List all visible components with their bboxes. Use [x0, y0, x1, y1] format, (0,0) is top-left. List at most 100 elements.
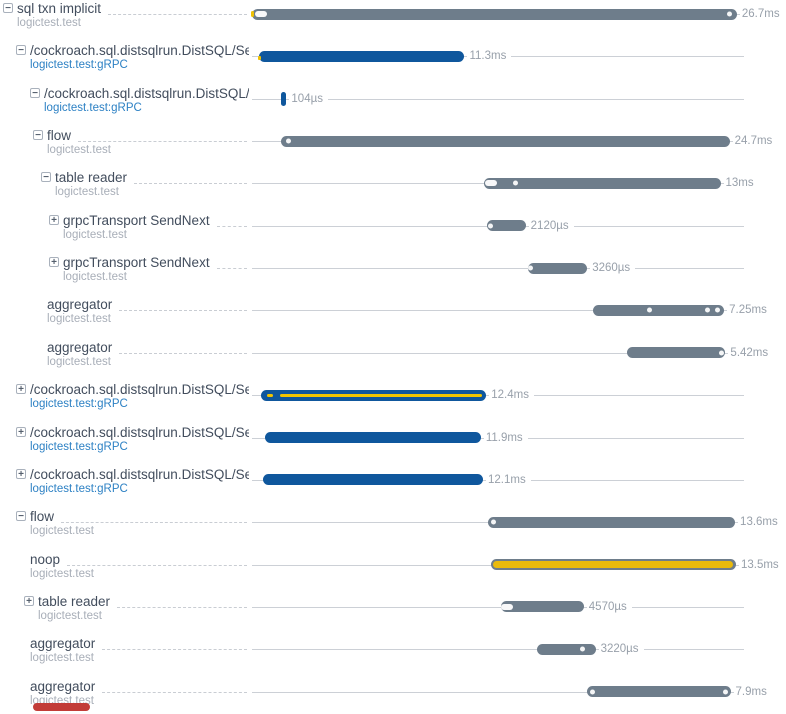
log-event-marker[interactable] — [589, 689, 595, 695]
timeline-line — [252, 352, 744, 354]
span-row[interactable]: + /cockroach.sql.distsqlrun.DistSQL/Set … — [0, 383, 786, 413]
span-bar[interactable] — [281, 91, 287, 106]
span-row[interactable]: + grpcTransport SendNext logictest.test … — [0, 256, 786, 286]
span-bar[interactable] — [490, 559, 736, 571]
log-event-marker[interactable] — [719, 350, 725, 356]
leader-dashed-line — [78, 141, 247, 143]
span-service: logictest.test — [47, 144, 111, 157]
log-event-marker[interactable] — [727, 11, 733, 17]
span-bar[interactable] — [484, 177, 721, 189]
span-title: grpcTransport SendNext — [63, 256, 210, 271]
log-event-marker[interactable] — [500, 603, 513, 610]
span-bar[interactable] — [487, 220, 526, 232]
span-title: noop — [30, 552, 61, 567]
span-title: grpcTransport SendNext — [63, 213, 210, 228]
span-service: logictest.test — [38, 609, 102, 622]
span-bar[interactable] — [264, 432, 481, 443]
expand-collapse-icon[interactable]: + — [16, 426, 26, 437]
span-bar[interactable] — [537, 643, 596, 655]
yellow-stripe — [492, 561, 733, 569]
span-row[interactable]: aggregator logictest.test 5.42ms — [0, 341, 786, 371]
log-event-marker[interactable] — [646, 307, 652, 313]
span-bar[interactable] — [500, 601, 584, 613]
expand-collapse-icon[interactable]: − — [33, 130, 43, 141]
span-bar[interactable] — [528, 262, 588, 274]
expand-collapse-icon[interactable]: − — [30, 87, 40, 98]
span-duration: 13.6ms — [738, 516, 783, 529]
span-service: logictest.test — [47, 313, 111, 326]
span-duration: 4570µs — [586, 600, 632, 613]
span-duration: 7.9ms — [733, 685, 772, 698]
span-row[interactable]: noop logictest.test 13.5ms — [0, 553, 786, 583]
span-row[interactable]: + grpcTransport SendNext logictest.test … — [0, 214, 786, 244]
span-bar[interactable] — [281, 135, 730, 147]
log-event-marker[interactable] — [705, 307, 711, 313]
span-bar[interactable] — [261, 389, 487, 401]
span-duration: 3260µs — [590, 262, 636, 275]
span-bar[interactable] — [263, 474, 483, 486]
log-event-marker[interactable] — [512, 180, 518, 186]
leader-dashed-line — [119, 352, 247, 354]
span-row[interactable]: + /cockroach.sql.distsqlrun.DistSQL/Set … — [0, 468, 786, 498]
span-service: logictest.test — [30, 652, 94, 665]
span-service: logictest.test — [63, 228, 127, 241]
expand-collapse-icon[interactable]: + — [49, 257, 59, 268]
span-row[interactable]: − table reader logictest.test 13ms — [0, 171, 786, 201]
span-bar[interactable] — [587, 686, 731, 698]
span-title: table reader — [38, 594, 111, 609]
leader-dashed-line — [108, 14, 247, 15]
span-bar[interactable] — [488, 516, 736, 528]
span-title: aggregator — [30, 637, 96, 652]
span-bar[interactable] — [251, 8, 737, 20]
timeline-line — [252, 691, 744, 693]
log-event-marker[interactable] — [580, 646, 586, 652]
expand-collapse-icon[interactable]: + — [24, 595, 34, 606]
span-bar[interactable] — [258, 50, 465, 62]
span-duration: 12.4ms — [489, 389, 534, 402]
span-row[interactable]: − /cockroach.sql.distsqlrun.DistSQL/S lo… — [0, 87, 786, 117]
timeline-line — [252, 98, 744, 100]
span-service: logictest.test — [47, 355, 111, 368]
log-event-marker[interactable] — [722, 689, 728, 695]
span-title: table reader — [55, 171, 128, 186]
yellow-event-tick[interactable] — [258, 56, 261, 61]
log-event-marker[interactable] — [484, 180, 497, 187]
log-event-marker[interactable] — [490, 519, 496, 525]
yellow-event-tick[interactable] — [251, 11, 255, 17]
expand-collapse-icon[interactable]: − — [16, 45, 26, 56]
span-bar[interactable] — [627, 347, 726, 359]
expand-collapse-icon[interactable]: + — [16, 468, 26, 479]
log-event-marker[interactable] — [715, 307, 721, 313]
span-service: logictest.test:gRPC — [44, 101, 142, 114]
log-event-marker[interactable] — [528, 265, 534, 271]
span-row[interactable]: − flow logictest.test 24.7ms — [0, 129, 786, 159]
leader-dashed-line — [216, 268, 247, 270]
span-duration: 12.1ms — [485, 473, 531, 486]
span-duration: 13.5ms — [738, 558, 784, 571]
expand-collapse-icon[interactable]: − — [16, 511, 26, 522]
span-row[interactable]: − flow logictest.test 13.6ms — [0, 510, 786, 540]
leader-dashed-line — [102, 691, 247, 693]
span-label-block: table reader logictest.test — [55, 171, 249, 198]
log-event-marker[interactable] — [255, 11, 268, 17]
span-row[interactable]: + table reader logictest.test 4570µs — [0, 595, 786, 625]
span-bar[interactable] — [592, 304, 725, 316]
span-duration: 11.9ms — [483, 431, 528, 444]
span-title: aggregator — [47, 340, 113, 355]
span-row[interactable]: aggregator logictest.test 3220µs — [0, 637, 786, 667]
span-row[interactable]: + /cockroach.sql.distsqlrun.DistSQL/Set … — [0, 426, 786, 456]
span-row[interactable]: aggregator logictest.test 7.9ms — [0, 680, 786, 710]
span-row[interactable]: − sql txn implicit logictest.test 26.7ms — [0, 2, 786, 32]
expand-collapse-icon[interactable]: − — [3, 3, 13, 14]
log-event-marker[interactable] — [487, 223, 493, 229]
expand-collapse-icon[interactable]: + — [16, 384, 26, 395]
expand-collapse-icon[interactable]: − — [41, 172, 51, 183]
expand-collapse-icon[interactable]: + — [49, 214, 59, 225]
leader-dashed-line — [61, 522, 247, 524]
span-row[interactable]: − /cockroach.sql.distsqlrun.DistSQL/Set … — [0, 44, 786, 74]
log-event-marker[interactable] — [285, 138, 291, 144]
partial-row-bar-red — [33, 703, 90, 711]
span-duration: 5.42ms — [728, 346, 774, 359]
span-row[interactable]: aggregator logictest.test 7.25ms — [0, 298, 786, 328]
span-duration: 11.3ms — [467, 50, 512, 63]
